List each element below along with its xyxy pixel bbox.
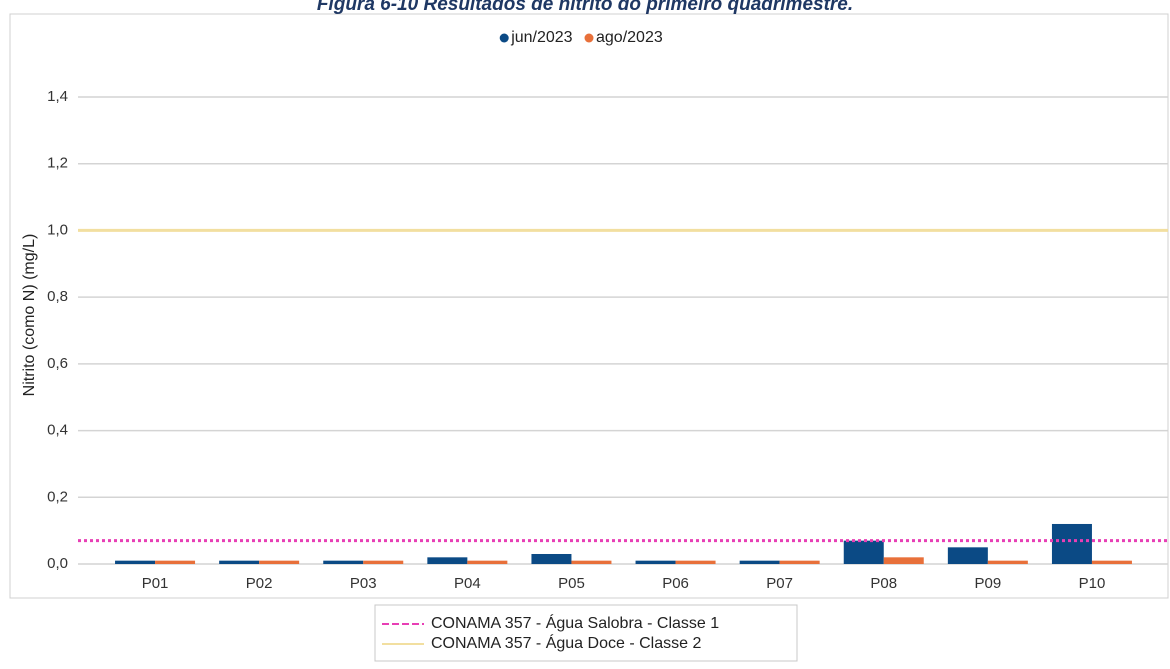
legend-label: ago/2023 [596,29,663,46]
legend-label: CONAMA 357 - Água Doce - Classe 2 [431,633,701,652]
x-tick-label: P01 [142,575,169,592]
x-tick-label: P07 [766,575,793,592]
bar [155,560,196,564]
y-tick-label: 0,6 [47,355,68,372]
y-tick-label: 0,4 [47,422,68,439]
y-tick-label: 0,8 [47,288,68,305]
x-tick-label: P02 [246,575,273,592]
y-tick-label: 1,0 [47,221,68,238]
legend-marker [499,33,509,43]
y-tick-label: 0,2 [47,488,68,505]
chart-title: Figura 6-10 Resultados de nitrito do pri… [317,0,853,15]
bar [427,557,468,564]
bar [1051,523,1092,564]
x-tick-label: P06 [662,575,689,592]
bar [323,560,364,564]
legend-marker [584,33,594,43]
x-tick-label: P08 [870,575,897,592]
bar [843,540,884,564]
y-tick-label: 0,0 [47,555,68,572]
x-tick-label: P04 [454,575,481,592]
y-tick-label: 1,2 [47,155,68,172]
bar [987,560,1028,564]
bar [531,553,572,564]
bottom-legend-box [374,604,798,662]
bar [635,560,676,564]
bar [739,560,780,564]
x-tick-label: P09 [974,575,1001,592]
chart-border [9,13,1169,599]
bar [467,560,508,564]
bar [779,560,820,564]
y-axis-label: Nitrito (como N) (mg/L) [21,234,38,397]
bar [883,557,924,564]
x-tick-label: P05 [558,575,585,592]
bar [259,560,300,564]
x-tick-label: P10 [1079,575,1106,592]
bar [219,560,260,564]
legend-label: jun/2023 [510,29,572,46]
legend-label: CONAMA 357 - Água Salobra - Classe 1 [431,613,719,632]
bar [363,560,404,564]
bar [947,547,988,564]
bar [571,560,612,564]
bar [1091,560,1132,564]
y-tick-label: 1,4 [47,88,68,105]
x-tick-label: P03 [350,575,377,592]
bar [115,560,156,564]
bar [675,560,716,564]
